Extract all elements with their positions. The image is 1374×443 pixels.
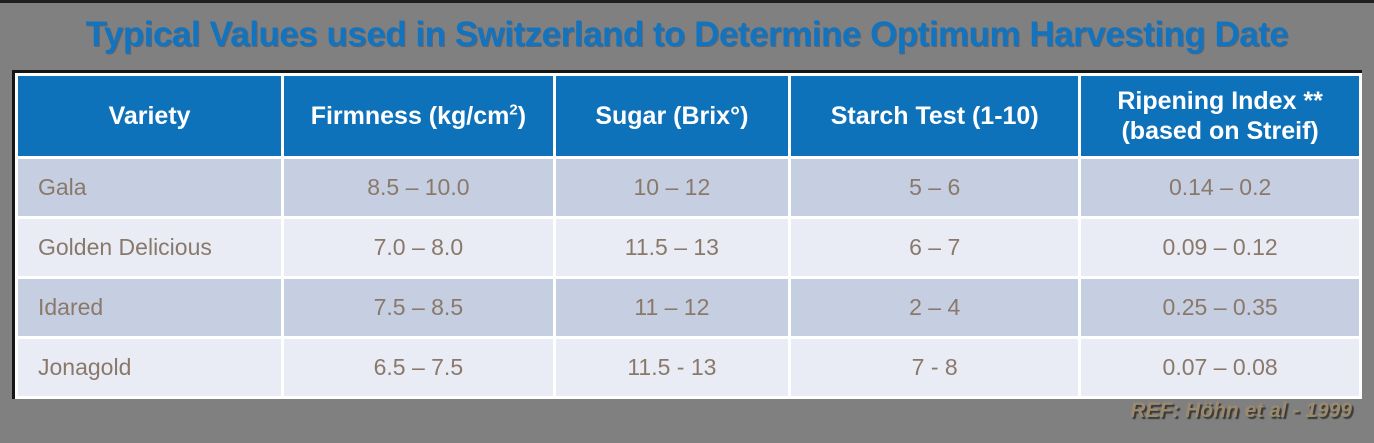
ripening-label-line1: Ripening Index ** bbox=[1117, 87, 1323, 115]
col-header-firmness: Firmness (kg/cm2) bbox=[284, 76, 553, 156]
firmness-superscript: 2 bbox=[509, 101, 518, 119]
page-title: Typical Values used in Switzerland to De… bbox=[85, 15, 1289, 54]
variety-cell: Idared bbox=[18, 279, 282, 336]
sugar-cell: 10 – 12 bbox=[555, 159, 789, 216]
variety-cell: Jonagold bbox=[18, 339, 282, 396]
table-row-gala: Gala 8.5 – 10.0 10 – 12 5 – 6 0.14 – 0.2 bbox=[18, 159, 1359, 216]
col-header-ripening: Ripening Index ** (based on Streif) bbox=[1081, 76, 1359, 156]
col-header-sugar: Sugar (Brix°) bbox=[555, 76, 789, 156]
firmness-label-close: ) bbox=[517, 102, 527, 130]
ripening-cell: 0.09 – 0.12 bbox=[1081, 219, 1359, 276]
starch-cell: 5 – 6 bbox=[791, 159, 1079, 216]
header-row: Variety Firmness (kg/cm2) Sugar (Brix°) … bbox=[18, 76, 1359, 156]
ripening-cell: 0.25 – 0.35 bbox=[1081, 279, 1359, 336]
sugar-cell: 11 – 12 bbox=[555, 279, 789, 336]
starch-cell: 6 – 7 bbox=[791, 219, 1079, 276]
ripening-cell: 0.07 – 0.08 bbox=[1081, 339, 1359, 396]
slide-top-border bbox=[0, 0, 1374, 3]
harvest-values-table: Variety Firmness (kg/cm2) Sugar (Brix°) … bbox=[12, 70, 1362, 399]
col-header-starch: Starch Test (1-10) bbox=[791, 76, 1079, 156]
variety-cell: Gala bbox=[18, 159, 282, 216]
data-table: Variety Firmness (kg/cm2) Sugar (Brix°) … bbox=[15, 73, 1362, 399]
starch-cell: 2 – 4 bbox=[791, 279, 1079, 336]
firmness-cell: 7.0 – 8.0 bbox=[284, 219, 553, 276]
sugar-cell: 11.5 – 13 bbox=[555, 219, 789, 276]
firmness-cell: 7.5 – 8.5 bbox=[284, 279, 553, 336]
col-header-variety: Variety bbox=[18, 76, 282, 156]
ripening-cell: 0.14 – 0.2 bbox=[1081, 159, 1359, 216]
firmness-cell: 8.5 – 10.0 bbox=[284, 159, 553, 216]
firmness-label-text: Firmness (kg/cm bbox=[310, 102, 510, 130]
table-row-golden-delicious: Golden Delicious 7.0 – 8.0 11.5 – 13 6 –… bbox=[18, 219, 1359, 276]
table-row-jonagold: Jonagold 6.5 – 7.5 11.5 - 13 7 - 8 0.07 … bbox=[18, 339, 1359, 396]
ripening-label-line2: (based on Streif) bbox=[1121, 117, 1319, 145]
sugar-cell: 11.5 - 13 bbox=[555, 339, 789, 396]
starch-cell: 7 - 8 bbox=[791, 339, 1079, 396]
variety-cell: Golden Delicious bbox=[18, 219, 282, 276]
reference-citation: REF: Höhn et al - 1999 bbox=[1130, 399, 1352, 422]
firmness-cell: 6.5 – 7.5 bbox=[284, 339, 553, 396]
table-row-idared: Idared 7.5 – 8.5 11 – 12 2 – 4 0.25 – 0.… bbox=[18, 279, 1359, 336]
